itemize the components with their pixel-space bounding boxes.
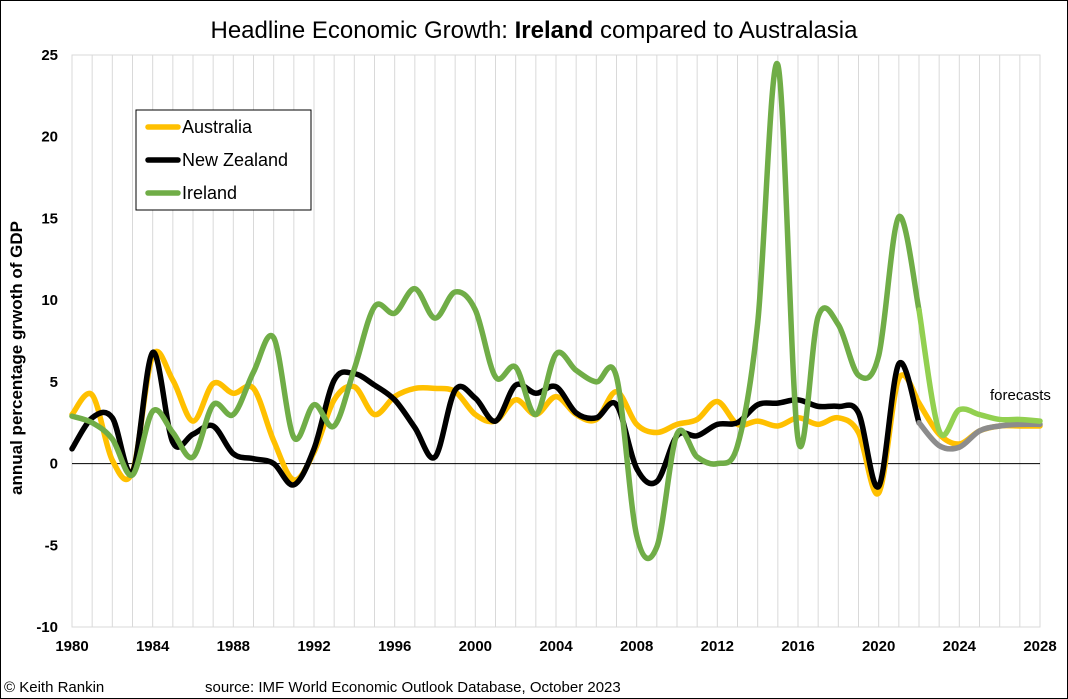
x-tick-label: 2012 (701, 638, 734, 655)
x-tick-label: 2004 (539, 638, 573, 655)
y-tick-label: 5 (50, 374, 58, 391)
x-tick-label: 1984 (136, 638, 170, 655)
australia-legend-label: Australia (182, 117, 253, 137)
ireland-legend-label: Ireland (182, 183, 237, 203)
copyright: © Keith Rankin (4, 679, 104, 696)
title-bold: Ireland (515, 17, 594, 44)
series-lines (69, 60, 1043, 561)
chart-title: Headline Economic Growth: Ireland compar… (211, 17, 859, 44)
y-axis-label: annual percentage grwoth of GDP (7, 221, 26, 495)
y-tick-label: -10 (36, 619, 58, 636)
new-zealand-forecast-line (916, 419, 1043, 452)
title-prefix: Headline Economic Growth: (211, 17, 515, 44)
title-suffix: compared to Australasia (593, 17, 858, 44)
x-tick-label: 1996 (378, 638, 411, 655)
ireland-line (69, 60, 922, 561)
new-zealand-legend-label: New Zealand (182, 150, 288, 170)
x-tick-label: 2020 (862, 638, 895, 655)
x-tick-label: 1992 (297, 638, 330, 655)
x-tick-label: 2008 (620, 638, 653, 655)
y-tick-label: 20 (41, 129, 58, 146)
x-tick-label: 2024 (943, 638, 977, 655)
y-tick-label: 10 (41, 292, 58, 309)
x-tick-label: 2028 (1023, 638, 1056, 655)
y-axis-ticks: -10 -5 0 5 10 15 20 25 (36, 47, 58, 636)
x-tick-label: 1980 (55, 638, 88, 655)
y-tick-label: 0 (50, 456, 58, 473)
legend: Australia New Zealand Ireland (135, 109, 312, 211)
x-tick-label: 2000 (459, 638, 492, 655)
y-tick-label: 25 (41, 47, 58, 64)
x-axis-ticks: 1980 1984 1988 1992 1996 2000 2004 2008 2012 2016… (55, 638, 1056, 655)
x-tick-label: 2016 (781, 638, 814, 655)
plot-area (71, 54, 1041, 628)
y-tick-label: 15 (41, 210, 58, 227)
x-tick-label: 1988 (217, 638, 250, 655)
forecasts-annotation: forecasts (990, 387, 1051, 404)
y-tick-label: -5 (45, 537, 58, 554)
source-note: source: IMF World Economic Outlook Datab… (205, 679, 621, 696)
ireland-forecast-line (916, 307, 1043, 438)
